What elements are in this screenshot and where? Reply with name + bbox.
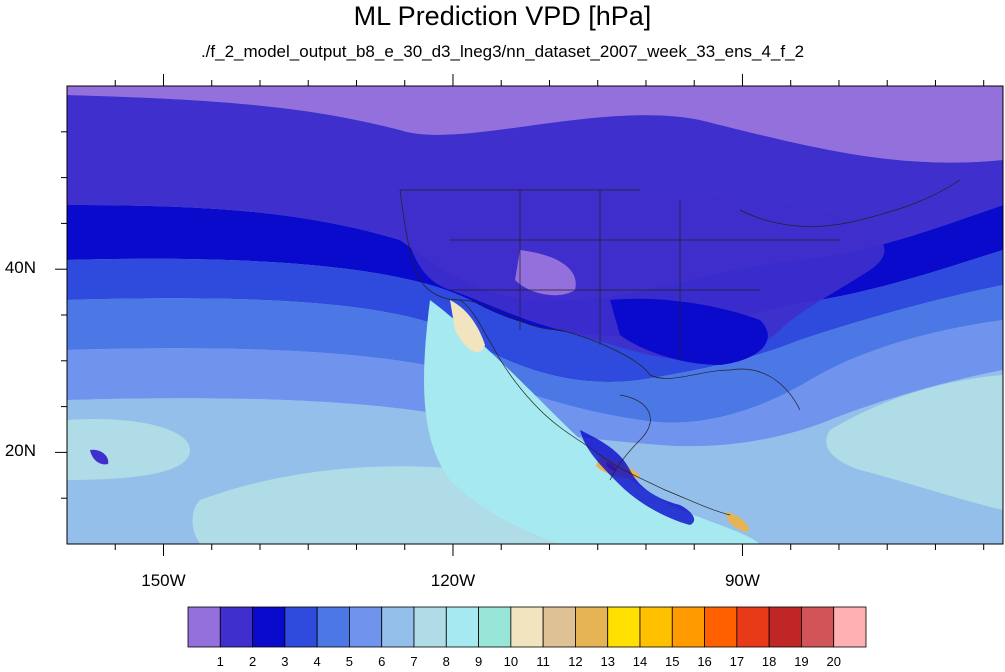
colorbar-label: 3	[281, 654, 289, 669]
coastlines	[399, 179, 961, 516]
colorbar-swatch	[381, 606, 415, 648]
colorbar-label: 8	[442, 654, 450, 669]
colorbar-label: 1	[216, 654, 224, 669]
x-tick-label: 90W	[724, 571, 760, 590]
colorbar-label: 12	[568, 654, 583, 669]
x-tick-label: 120W	[430, 571, 476, 590]
colorbar-swatch	[445, 606, 479, 648]
colorbar-label: 5	[345, 654, 354, 669]
colorbar-swatch	[801, 606, 835, 648]
colorbar-swatch	[478, 606, 512, 648]
colorbar-label: 7	[410, 654, 418, 669]
field-layer	[67, 86, 1003, 544]
colorbar-swatch	[284, 606, 318, 648]
colorbar-label: 13	[600, 654, 615, 669]
colorbar-label: 9	[474, 654, 483, 669]
colorbar-label: 17	[729, 654, 745, 669]
colorbar-swatch	[736, 606, 770, 648]
colorbar-swatch	[607, 606, 641, 648]
colorbar-label: 6	[378, 654, 386, 669]
colorbar-label: 4	[313, 654, 321, 669]
colorbar-swatch	[349, 606, 383, 648]
colorbar-swatch	[575, 606, 609, 648]
colorbar-swatch	[704, 606, 738, 648]
colorbar-label: 19	[794, 654, 809, 669]
y-tick-label: 40N	[4, 258, 36, 278]
colorbar-label: 14	[632, 654, 648, 669]
colorbar-swatch	[510, 606, 544, 648]
colorbar-label: 18	[761, 654, 777, 669]
colorbar-swatch	[413, 606, 447, 648]
colorbar-label: 10	[503, 654, 519, 669]
colorbar-label: 2	[248, 654, 257, 669]
colorbar-label: 15	[665, 654, 680, 669]
colorbar-swatch	[671, 606, 705, 648]
axis-ticks	[55, 74, 985, 556]
colorbar-swatch	[768, 606, 802, 648]
colorbar-swatch	[316, 606, 350, 648]
x-tick-label: 150W	[141, 571, 186, 590]
colorbar-swatch	[219, 606, 253, 648]
colorbar-swatch	[252, 606, 286, 648]
colorbar-swatch	[639, 606, 673, 648]
colorbar-swatch	[833, 606, 867, 648]
map-subtitle: ./f_2_model_output_b8_e_30_d3_lneg3/nn_d…	[200, 42, 805, 61]
colorbar-swatch	[187, 606, 221, 648]
y-tick-label: 20N	[4, 441, 36, 461]
colorbar-label: 16	[697, 654, 712, 669]
map-title: ML Prediction VPD [hPa]	[353, 1, 652, 31]
colorbar-swatch	[542, 606, 576, 648]
colorbar-label: 20	[826, 654, 841, 669]
colorbar-label: 11	[536, 654, 550, 669]
